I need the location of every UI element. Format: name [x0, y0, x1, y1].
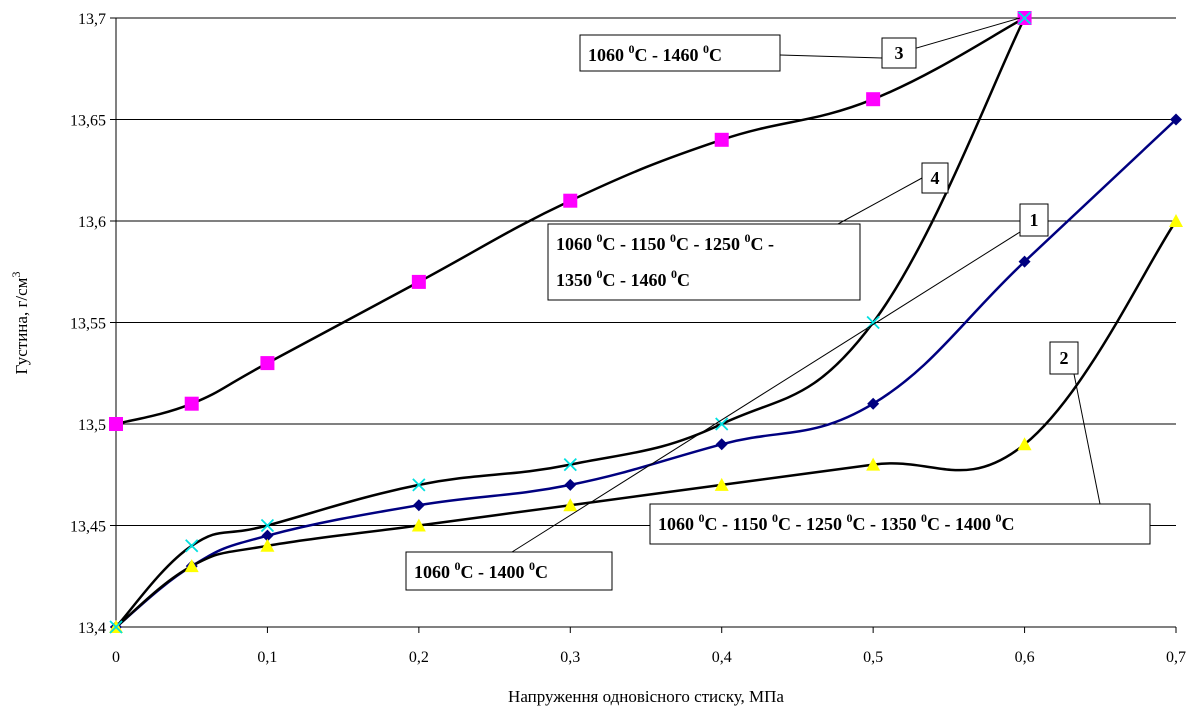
y-axis-title: Густина, г/см3: [9, 272, 31, 375]
y-tick-label: 13,55: [70, 316, 106, 333]
series-1-point: [867, 398, 879, 410]
y-tick-label: 13,6: [78, 214, 106, 231]
series-3-point: [715, 133, 729, 147]
series-3-point: [185, 397, 199, 411]
x-tick-label: 0: [112, 649, 120, 666]
callout-leader: [838, 178, 922, 224]
x-tick-label: 0,7: [1166, 649, 1186, 666]
callout-number: 2: [1060, 348, 1069, 368]
callout-series-3: 1060 0C - 1460 0C 3: [580, 18, 1020, 71]
x-tick-label: 0,2: [409, 649, 429, 666]
callout-text: 1060 0C - 1460 0C: [588, 42, 722, 65]
callout-number: 3: [895, 43, 904, 63]
x-axis-title: Напруження одновісного стиску, МПа: [508, 687, 784, 706]
series-4-point: [186, 540, 198, 552]
y-tick-label: 13,4: [78, 620, 106, 637]
series-1-line: [116, 120, 1176, 628]
x-tick-label: 0,6: [1015, 649, 1035, 666]
series-3-point: [866, 92, 880, 106]
tick-labels: 0 0,1 0,2 0,3 0,4 0,5 0,6 0,7 13,4 13,45 13,5 13,55…: [70, 11, 1186, 666]
callout-text: 1060 0C - 1150 0C - 1250 0C -: [556, 231, 774, 254]
x-tick-label: 0,3: [560, 649, 580, 666]
series-1-point: [413, 499, 425, 511]
callout-text: 1060 0C - 1150 0C - 1250 0C - 1350 0C - …: [658, 511, 1015, 534]
callout-leader: [1074, 374, 1100, 504]
callout-text: 1060 0C - 1400 0C: [414, 559, 548, 582]
series-1-point: [716, 438, 728, 450]
series-3-point: [260, 356, 274, 370]
series-3-point: [563, 194, 577, 208]
x-tick-label: 0,1: [257, 649, 277, 666]
series-1-point: [564, 479, 576, 491]
series-3-point: [109, 417, 123, 431]
callout-number: 1: [1030, 210, 1039, 230]
callout-text: 1350 0C - 1460 0C: [556, 267, 690, 290]
y-axis-title-unit-exponent: 3: [9, 272, 23, 278]
x-tick-label: 0,5: [863, 649, 883, 666]
y-tick-label: 13,5: [78, 417, 106, 434]
callouts: 1060 0C - 1460 0C 3 1060 0C - 1150 0C - 12…: [406, 18, 1150, 590]
y-tick-label: 13,7: [78, 11, 106, 28]
series-3-point: [412, 275, 426, 289]
y-axis-title-text: Густина, г/см: [12, 277, 31, 374]
callout-number: 4: [931, 168, 940, 188]
y-tick-label: 13,65: [70, 113, 106, 130]
y-tick-label: 13,45: [70, 519, 106, 536]
x-tick-label: 0,4: [712, 649, 732, 666]
